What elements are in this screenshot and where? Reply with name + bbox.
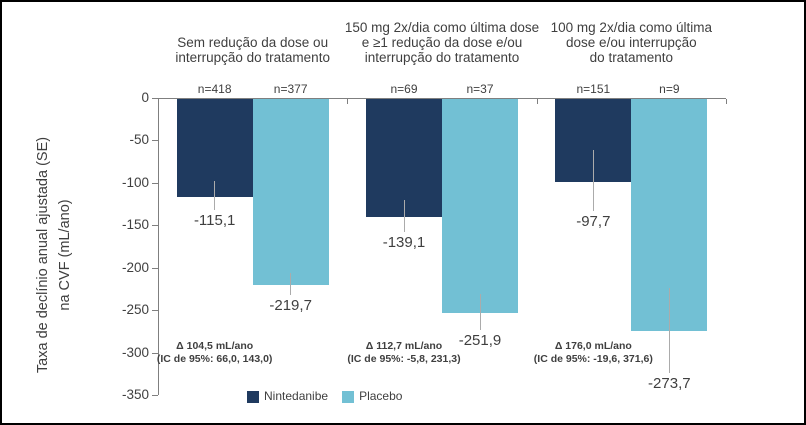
value-label: -251,9 [458, 331, 502, 349]
error-bar [290, 273, 292, 296]
y-tick-label: -300 [121, 344, 149, 360]
value-label: -115,1 [193, 212, 236, 230]
value-label: -139,1 [382, 234, 426, 252]
group-header: Sem redução da dose ou interrupção do tra… [128, 35, 378, 65]
delta-annotation: Δ 112,7 mL/ano (IC de 95%: -5,8, 231,3) [309, 340, 499, 366]
group-header-line: dose e/ou interrupção [566, 35, 697, 50]
n-label: n=418 [197, 82, 232, 96]
legend-swatch-placebo [342, 390, 355, 403]
n-label: n=9 [659, 82, 680, 96]
n-label: n=37 [466, 82, 494, 96]
category-boundary-tick [536, 99, 538, 104]
y-tick-label: -200 [121, 259, 149, 275]
y-tick-label: -50 [129, 132, 149, 148]
delta-annotation-line: Δ 104,5 mL/ano [176, 340, 254, 352]
error-bar [668, 287, 670, 373]
legend-item-nintedanibe: Nintedanibe [247, 390, 328, 403]
delta-annotation-line: Δ 112,7 mL/ano [365, 340, 443, 352]
y-axis-line [158, 98, 159, 395]
group-header: 100 mg 2x/dia como última dose e/ou inter… [506, 20, 756, 65]
y-tick-mark [152, 182, 158, 184]
group-header-line: 100 mg 2x/dia como última [550, 20, 712, 35]
group-header-line: 150 mg 2x/dia como última dose [344, 20, 540, 35]
category-boundary-tick [347, 99, 349, 104]
y-tick-mark [152, 140, 158, 142]
bar-nintedanibe [176, 99, 253, 197]
error-bar [403, 199, 405, 233]
value-label: -273,7 [648, 374, 691, 392]
zero-axis-line [158, 98, 726, 99]
error-bar [214, 181, 216, 211]
group-header: 150 mg 2x/dia como última dose e ≥1 reduç… [317, 20, 567, 65]
y-tick-mark [152, 395, 158, 396]
y-tick-label: -350 [121, 387, 149, 402]
error-bar [592, 150, 594, 212]
error-bar [479, 293, 481, 330]
y-tick-mark [152, 225, 158, 227]
group-header-line: Sem redução da dose ou [177, 35, 329, 50]
y-tick-mark [152, 310, 158, 312]
y-tick-label: -250 [121, 302, 149, 318]
bar-nintedanibe [366, 99, 442, 218]
n-label: n=69 [390, 82, 418, 96]
y-tick-label: -150 [121, 217, 149, 233]
legend-item-placebo: Placebo [342, 390, 402, 403]
group-header-line: interrupção do tratamento [175, 50, 330, 65]
n-label: n=377 [273, 82, 308, 96]
delta-annotation-line: (IC de 95%: -19,6, 371,6) [533, 353, 653, 365]
legend: Nintedanibe Placebo [247, 390, 402, 403]
group-header-line: interrupção do tratamento [364, 50, 520, 65]
legend-label-nintedanibe: Nintedanibe [264, 389, 329, 403]
y-tick-mark [152, 267, 158, 269]
group-header-line: e ≥1 redução da dose e/ou [361, 35, 523, 50]
y-tick-label: 0 [141, 90, 149, 105]
delta-annotation-line: (IC de 95%: 66,0, 143,0) [156, 353, 273, 365]
group-header-line: do tratamento [589, 50, 673, 65]
legend-swatch-nintedanibe [247, 390, 259, 403]
category-boundary-tick [726, 99, 727, 104]
y-tick-mark [152, 352, 158, 354]
value-label: -97,7 [576, 213, 611, 231]
y-tick-mark [152, 98, 158, 99]
legend-label-placebo: Placebo [359, 389, 403, 403]
bar-placebo [252, 99, 329, 286]
value-label: -219,7 [269, 297, 312, 315]
delta-annotation-line: Δ 176,0 mL/ano [554, 340, 632, 352]
y-tick-label: -100 [121, 174, 149, 190]
bar-placebo [442, 99, 518, 313]
delta-annotation: Δ 176,0 mL/ano (IC de 95%: -19,6, 371,6) [498, 340, 688, 366]
delta-annotation: Δ 104,5 mL/ano (IC de 95%: 66,0, 143,0) [120, 340, 310, 366]
n-label: n=151 [576, 82, 611, 96]
delta-annotation-line: (IC de 95%: -5,8, 231,3) [347, 353, 461, 365]
